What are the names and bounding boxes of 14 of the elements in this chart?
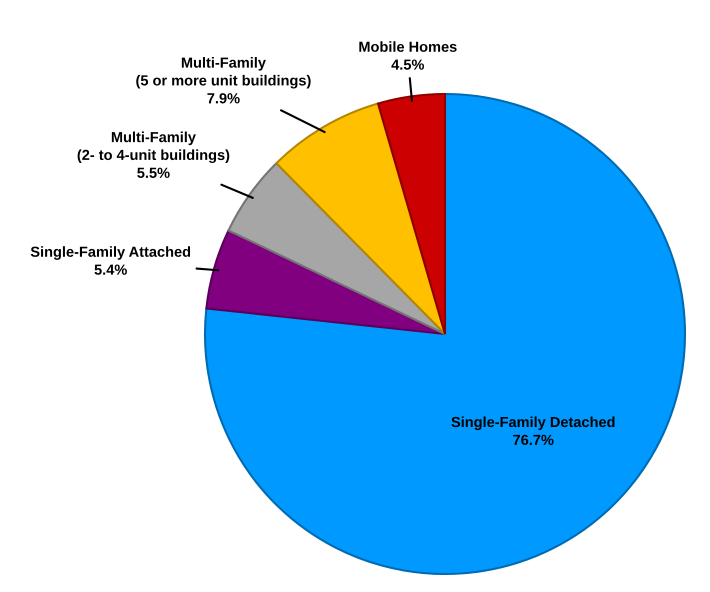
- slice-label: Single-Family Detached: [451, 416, 615, 430]
- data-label: 5.4%: [94, 264, 127, 275]
- data-label: 5.5%: [137, 168, 170, 178]
- data-label: 4.5%: [391, 59, 424, 70]
- pie-slice: [205, 229, 446, 336]
- pie-slice: [227, 162, 446, 336]
- slice-label: Multi-Family (5 or more unit buildings): [136, 57, 311, 89]
- slice-label: Mobile Homes: [359, 41, 457, 52]
- data-label: 76.7%: [513, 434, 554, 446]
- pie-slice: [376, 92, 446, 336]
- slice-label: Multi-Family (2- to 4-unit buildings): [78, 132, 230, 164]
- pie-slice: [275, 102, 446, 336]
- data-label: 7.9%: [207, 93, 240, 104]
- slice-label: Single-Family Attached: [30, 246, 190, 260]
